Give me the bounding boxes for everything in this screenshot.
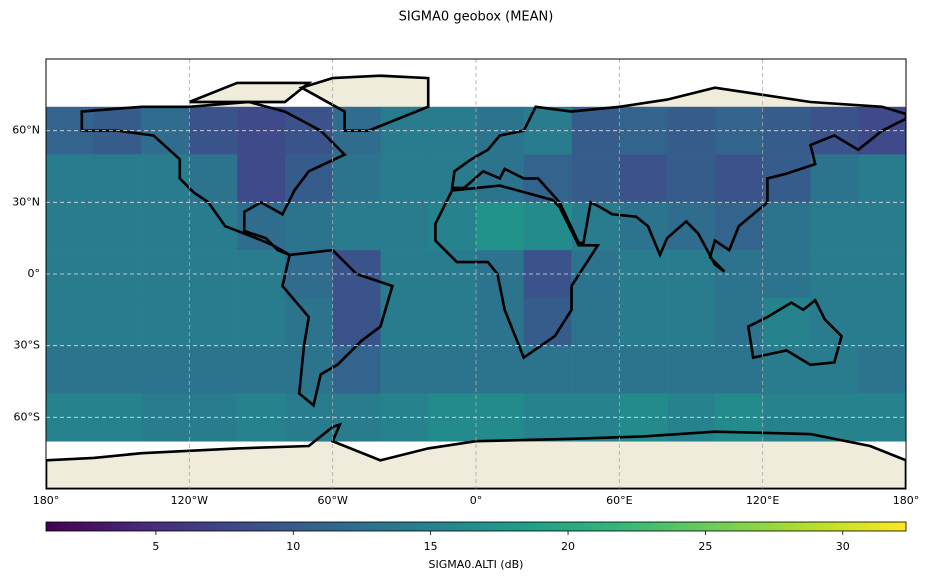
y-tick-label: 30°S [14,339,40,352]
y-tick-label: 30°N [12,195,40,208]
colorbar-tick-label: 5 [152,540,159,553]
colorbar-tick-label: 25 [698,540,712,553]
cell [714,345,763,394]
cell [858,154,906,203]
cell [667,297,716,346]
cell [619,345,668,394]
cell [93,154,142,203]
cell [714,154,763,203]
cell [46,154,95,203]
colorbar [45,521,907,532]
cell [476,345,525,394]
cell [141,202,190,251]
cell [332,297,381,346]
cell [619,202,668,251]
x-tick-label: 60°E [606,494,632,507]
cell [380,202,429,251]
cell [46,297,95,346]
cell [619,297,668,346]
colorbar-tick-label: 15 [424,540,438,553]
cell [237,345,286,394]
y-tick-label: 60°N [12,124,40,137]
x-tick-label: 120°W [171,494,208,507]
colorbar-tick-label: 20 [561,540,575,553]
cell [332,202,381,251]
cell [332,345,381,394]
colorbar-tick-label: 30 [836,540,850,553]
cell [380,154,429,203]
y-tick-label: 0° [28,267,41,280]
cell [380,345,429,394]
cell [141,154,190,203]
cell [284,202,333,251]
cell [93,297,142,346]
cell [858,297,906,346]
cell [667,154,716,203]
cell [858,345,906,394]
x-tick-label: 0° [470,494,483,507]
cell [93,345,142,394]
colorbar-tick-label: 10 [286,540,300,553]
cell [667,345,716,394]
cell [762,202,811,251]
y-tick-label: 60°S [14,410,40,423]
cell [523,345,572,394]
chart-title: SIGMA0 geobox (MEAN) [399,10,554,25]
cell [237,154,286,203]
cell [332,154,381,203]
cell [189,345,238,394]
cell [46,202,95,251]
cell [571,297,620,346]
cell [571,345,620,394]
map [46,59,906,489]
x-tick-label: 60°W [317,494,347,507]
cell [428,297,477,346]
cell [476,202,525,251]
cell [810,202,859,251]
cell [189,297,238,346]
cell [46,345,95,394]
x-tick-label: 180° [893,494,920,507]
cell [93,202,142,251]
cell [571,154,620,203]
cell [523,202,572,251]
cell [428,345,477,394]
map-frame [45,58,907,490]
cell [619,154,668,203]
colorbar-label: SIGMA0.ALTI (dB) [429,558,524,571]
cell [810,345,859,394]
cell [237,297,286,346]
cell [380,297,429,346]
x-tick-label: 120°E [746,494,779,507]
cell [858,202,906,251]
x-tick-label: 180° [33,494,60,507]
cell [141,345,190,394]
cell [810,154,859,203]
cell [141,297,190,346]
grid [46,59,906,489]
cell [284,345,333,394]
